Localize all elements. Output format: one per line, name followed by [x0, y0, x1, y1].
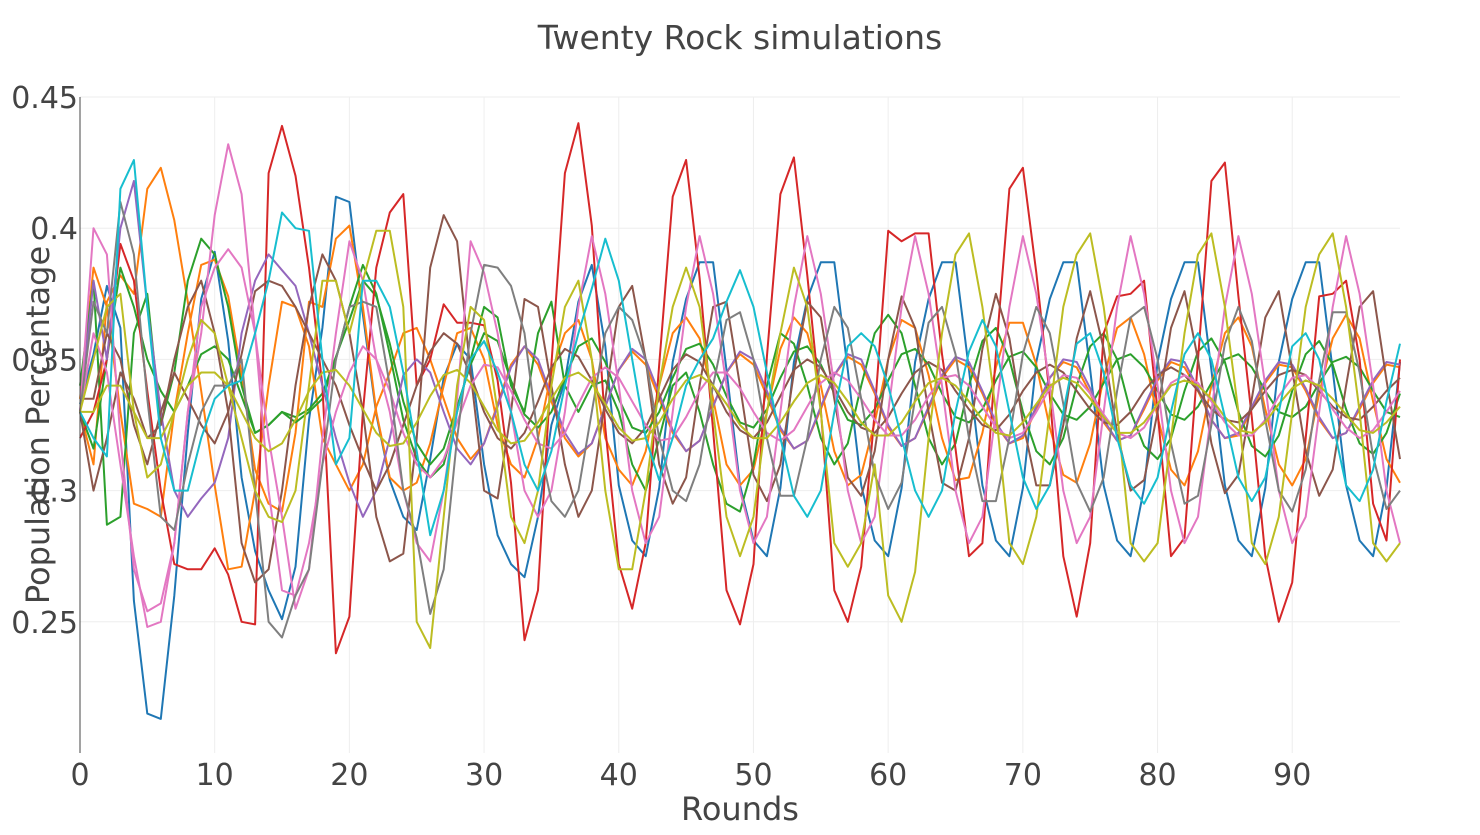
series-line-12 — [79, 201, 1401, 639]
series-line-13 — [79, 229, 1401, 649]
x-tick-label: 50 — [734, 758, 772, 793]
x-tick-label: 30 — [465, 758, 503, 793]
series-line-10 — [79, 227, 1401, 613]
y-tick-label: 0.3 — [30, 475, 78, 510]
x-tick-label: 70 — [1004, 758, 1042, 793]
y-tick-label: 0.45 — [11, 81, 78, 116]
x-tick-label: 0 — [70, 758, 89, 793]
series-line-5 — [79, 266, 1401, 466]
x-tick-label: 80 — [1138, 758, 1176, 793]
y-tick-label: 0.35 — [11, 343, 78, 378]
y-tick-label: 0.25 — [11, 606, 78, 641]
x-tick-label: 40 — [600, 758, 638, 793]
y-axis-label: Population Percentage — [19, 246, 57, 604]
x-tick-label: 10 — [196, 758, 234, 793]
x-axis-label: Rounds — [681, 790, 799, 828]
x-axis-ticks: 0 10 20 30 40 50 60 70 80 90 — [70, 758, 1311, 793]
y-tick-label: 0.4 — [30, 212, 78, 247]
chart-title: Twenty Rock simulations — [537, 18, 942, 57]
x-tick-label: 90 — [1273, 758, 1311, 793]
series-line-6 — [79, 122, 1401, 655]
series-line-9 — [79, 214, 1401, 584]
series-line-4 — [79, 237, 1401, 526]
y-axis-ticks: 0.25 0.3 0.35 0.4 0.45 — [11, 81, 78, 641]
x-tick-label: 60 — [869, 758, 907, 793]
series-line-14 — [80, 368, 1401, 453]
series-line-15 — [79, 159, 1401, 537]
x-tick-label: 20 — [330, 758, 368, 793]
series-lines — [79, 122, 1401, 720]
